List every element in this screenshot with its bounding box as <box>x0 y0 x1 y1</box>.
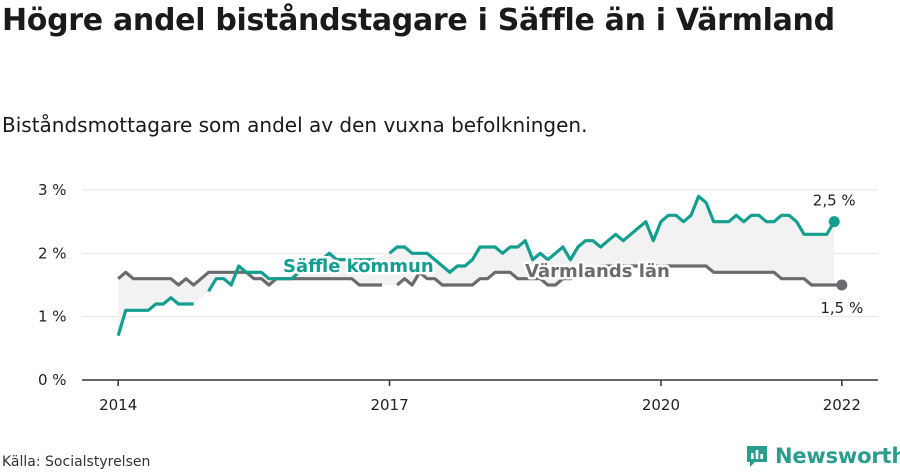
brand-logo[interactable]: Newsworthy <box>745 440 900 472</box>
varmland-end-point <box>836 279 848 291</box>
axis-layer: 0 % 1 % 2 % 3 % 2014 2017 2020 2022 <box>38 181 878 414</box>
y-tick-label: 0 % <box>38 371 67 389</box>
saffle-end-point <box>828 216 840 228</box>
varmland-end-label: 1,5 % <box>820 299 863 317</box>
fill-layer <box>118 196 835 336</box>
saffle-series-label: Säffle kommun <box>283 256 434 277</box>
label-layer: Säffle kommun Värmlands län 2,5 % 1,5 % <box>281 192 864 317</box>
series-layer <box>116 194 848 337</box>
saffle-line <box>116 194 836 337</box>
x-tick-label: 2017 <box>370 396 408 414</box>
chart-title: Högre andel biståndstagare i Säffle än i… <box>2 3 835 38</box>
varmland-line <box>117 264 842 287</box>
chart-subtitle: Biståndsmottagare som andel av den vuxna… <box>2 113 588 137</box>
y-tick-label: 1 % <box>38 308 67 326</box>
x-tick-label: 2020 <box>642 396 680 414</box>
y-tick-label: 3 % <box>38 181 67 199</box>
saffle-end-label: 2,5 % <box>813 192 856 210</box>
x-tick-label: 2014 <box>99 396 137 414</box>
newsworthy-logo-icon <box>747 446 767 467</box>
source-note: Källa: Socialstyrelsen <box>2 454 151 470</box>
x-tick-label: 2022 <box>823 396 861 414</box>
y-tick-label: 2 % <box>38 244 67 262</box>
difference-band <box>118 196 835 336</box>
brand-name: Newsworthy <box>775 444 900 468</box>
varmland-series-label: Värmlands län <box>525 261 670 282</box>
